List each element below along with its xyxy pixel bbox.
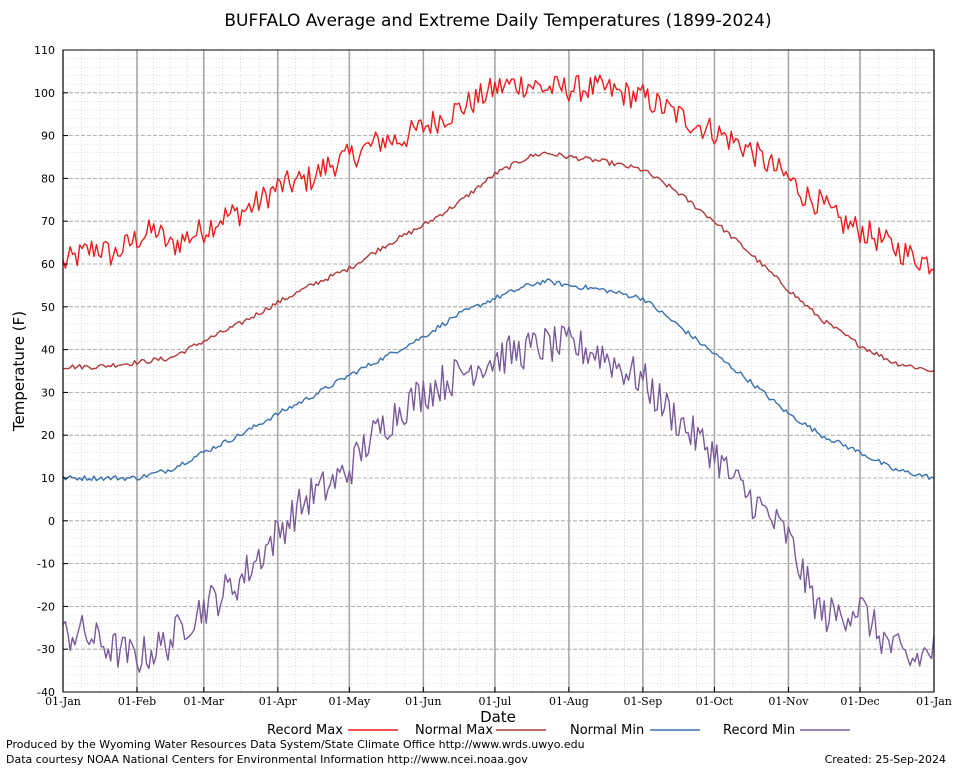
y-tick-label: 10 — [41, 472, 55, 485]
y-ticks: -40 -30 -20 -10 0 10 20 30 40 50 60 70 80 90 100 110 — [34, 44, 68, 699]
x-tick-label: 01-Oct — [696, 695, 734, 708]
legend-label: Normal Min — [570, 723, 644, 738]
x-axis-label: Date — [480, 708, 516, 726]
y-tick-label: 70 — [41, 215, 55, 228]
y-tick-label: 20 — [41, 429, 55, 442]
y-axis-label: Temperature (F) — [10, 311, 28, 432]
series-line-record-min — [62, 325, 935, 673]
x-tick-label: 01-Nov — [768, 695, 809, 708]
y-tick-label: 0 — [48, 515, 55, 528]
x-tick-label: 01-Dec — [840, 695, 879, 708]
y-tick-label: 110 — [34, 44, 55, 57]
series-line-normal-min — [62, 278, 935, 482]
y-tick-label: 90 — [41, 130, 55, 143]
y-tick-label: 80 — [41, 172, 55, 185]
x-tick-label: 01-Jan — [45, 695, 81, 708]
series-line-record-max — [62, 74, 935, 275]
series-line-normal-max — [62, 151, 935, 373]
y-tick-label: 50 — [41, 301, 55, 314]
chart-title: BUFFALO Average and Extreme Daily Temper… — [224, 11, 771, 31]
footer-created: Created: 25-Sep-2024 — [824, 753, 946, 766]
x-tick-label: 01-Mar — [183, 695, 225, 708]
plot-frame — [62, 49, 935, 693]
legend-label: Normal Max — [415, 723, 493, 738]
legend-label: Record Max — [267, 723, 343, 738]
y-tick-label: -10 — [37, 558, 55, 571]
x-tick-label: 01-Feb — [118, 695, 156, 708]
major-grid — [62, 49, 935, 693]
y-tick-label: -20 — [37, 600, 55, 613]
y-tick-label: 40 — [41, 344, 55, 357]
x-ticks: 01-Jan 01-Feb 01-Mar 01-Apr 01-May 01-Jun 01-J… — [45, 687, 952, 708]
y-tick-label: -40 — [37, 686, 55, 699]
x-tick-label: 01-Jan — [916, 695, 952, 708]
x-tick-label: 01-Sep — [623, 695, 662, 708]
y-tick-label: -30 — [37, 643, 55, 656]
x-tick-label: 01-Apr — [259, 695, 298, 708]
y-tick-label: 60 — [41, 258, 55, 271]
x-tick-label: 01-Aug — [549, 695, 589, 708]
footer-produced-by: Produced by the Wyoming Water Resources … — [6, 738, 585, 751]
legend: Record Max Normal Max Normal Min Record Min — [267, 723, 850, 738]
legend-label: Record Min — [723, 723, 795, 738]
y-tick-label: 100 — [34, 87, 55, 100]
x-tick-label: 01-May — [328, 695, 371, 708]
x-tick-label: 01-Jun — [405, 695, 441, 708]
footer-data-courtesy: Data courtesy NOAA National Centers for … — [6, 753, 528, 766]
series-layer — [62, 74, 935, 673]
y-tick-label: 30 — [41, 386, 55, 399]
x-tick-label: 01-Jul — [479, 695, 512, 708]
